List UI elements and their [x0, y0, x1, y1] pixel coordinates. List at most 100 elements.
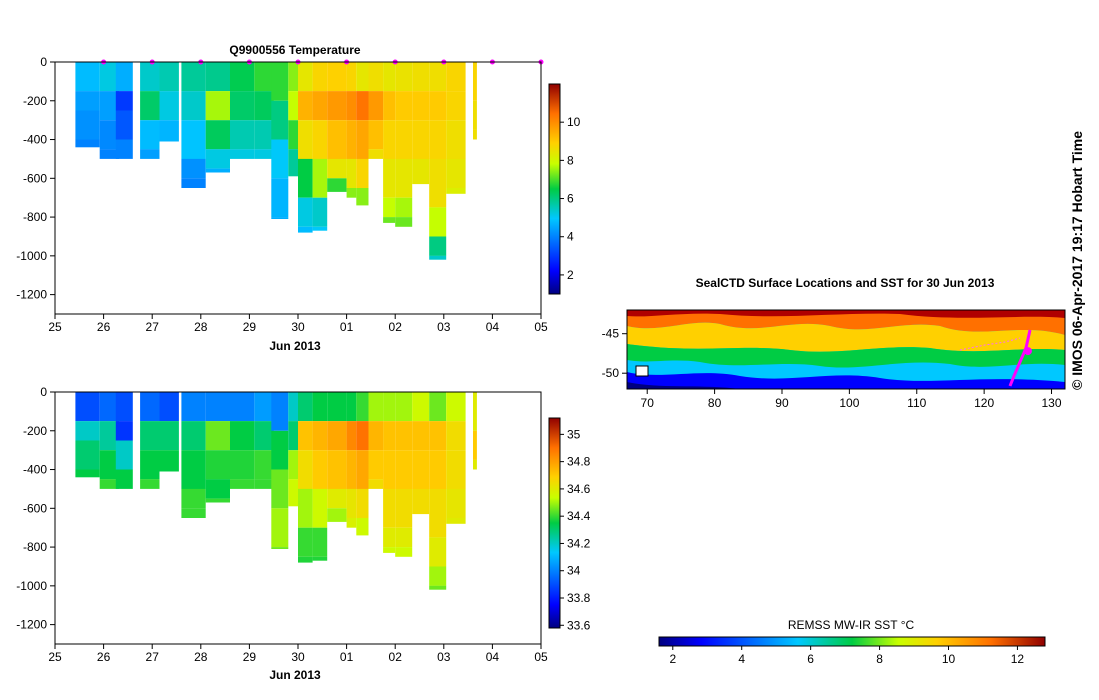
profile-cell: [298, 226, 313, 233]
profile-cell: [429, 421, 447, 451]
profile-cell: [429, 62, 447, 92]
profile-cell: [312, 158, 328, 198]
profile-cell: [159, 450, 179, 472]
x-tick-label: 02: [389, 650, 403, 664]
profile-cell: [356, 120, 369, 159]
profile-cell: [395, 62, 413, 92]
profile-cell: [346, 392, 357, 422]
profile-cell: [446, 392, 466, 422]
colorbar-tick-label: 34.8: [567, 455, 591, 469]
profile-cell: [271, 139, 289, 179]
profile-cell: [327, 421, 347, 451]
profile-cell: [230, 392, 255, 422]
profile-cell: [140, 421, 160, 451]
profile-cell: [288, 479, 298, 507]
profile-cell: [383, 62, 396, 92]
profile-cell: [446, 158, 466, 188]
profile-cell: [254, 479, 274, 489]
colorbar-tick-label: 2: [567, 268, 574, 282]
profile-cell: [115, 110, 133, 140]
profile-cell: [140, 450, 160, 480]
profile-cell: [395, 421, 413, 451]
y-tick-label: -800: [23, 210, 47, 224]
profile-cell: [115, 469, 133, 489]
profile-cell: [99, 421, 120, 451]
profile-cell: [254, 91, 274, 121]
profile-cell: [254, 120, 274, 150]
y-tick-label: -400: [23, 463, 47, 477]
profile-cell: [181, 392, 206, 422]
profile-cell: [312, 120, 328, 159]
x-tick-label: 27: [146, 650, 160, 664]
profile-cell: [327, 91, 347, 121]
profile-cell: [356, 488, 369, 518]
profile-cell: [115, 392, 133, 422]
y-tick-label: -800: [23, 540, 47, 554]
profile-cell: [356, 91, 369, 121]
profile-cell: [254, 149, 274, 159]
profile-cell: [205, 62, 230, 92]
profile-cell: [383, 421, 396, 451]
profile-cell: [205, 168, 230, 173]
profile-cell: [298, 392, 313, 422]
profile-cell: [205, 498, 230, 503]
profile-cell: [288, 421, 298, 451]
profile-cell: [312, 226, 328, 231]
profile-cell: [230, 149, 255, 159]
colorbar-tick-label: 10: [567, 115, 581, 129]
salinity-x-axis: 25 26 27 28 29 30 01 02 03 04 05: [48, 644, 548, 664]
sst-map: [627, 310, 1065, 389]
sst-colorbar-tick-label: 2: [669, 652, 676, 666]
profile-cell: [99, 62, 120, 92]
profile-cell: [75, 62, 100, 92]
profile-cell: [298, 450, 313, 489]
x-tick-label: 03: [437, 320, 451, 334]
salinity-y-axis: 0 -200 -400 -600 -800 -1000 -1200: [16, 385, 55, 632]
profile-cell: [205, 479, 230, 499]
profile-cell: [99, 120, 120, 150]
x-tick-label: 29: [243, 320, 257, 334]
lon-tick-label: 130: [1042, 396, 1062, 410]
profile-cell: [429, 450, 447, 489]
profile-cell: [271, 469, 289, 509]
profile-cell: [205, 392, 230, 422]
profile-cell: [140, 149, 160, 159]
temperature-y-axis: 0 -200 -400 -600 -800 -1000 -1200: [16, 55, 55, 302]
profile-cell: [356, 158, 369, 188]
profile-cell: [446, 120, 466, 159]
profile-cell: [75, 91, 100, 111]
profile-cell: [230, 62, 255, 92]
x-tick-label: 28: [194, 320, 208, 334]
profile-cell: [473, 430, 477, 460]
profile-cell: [395, 217, 413, 227]
profile-cell: [473, 459, 477, 470]
profile-cell: [115, 440, 133, 470]
profile-cell: [395, 547, 413, 557]
profile-cell: [429, 392, 447, 422]
profile-cell: [75, 440, 100, 470]
profile-cell: [429, 91, 447, 121]
profile-cell: [181, 62, 206, 92]
y-tick-label: -200: [23, 424, 47, 438]
profile-cell: [473, 100, 477, 130]
profile-cell: [429, 236, 447, 256]
profile-cell: [368, 421, 384, 451]
profile-cell: [346, 450, 357, 489]
profile-cell: [254, 450, 274, 480]
profile-cell: [75, 421, 100, 441]
profile-cell: [312, 62, 328, 92]
profile-cell: [473, 392, 477, 431]
profile-cell: [288, 91, 298, 121]
profile-cell: [271, 430, 289, 470]
x-tick-label: 03: [437, 650, 451, 664]
profile-cell: [346, 158, 357, 188]
colorbar-tick-label: 8: [567, 153, 574, 167]
profile-cell: [473, 62, 477, 101]
profile-cell: [115, 421, 133, 441]
colorbar-tick-label: 34.2: [567, 536, 591, 550]
profile-cell: [429, 120, 447, 159]
profile-cell: [368, 479, 384, 489]
profile-cell: [429, 158, 447, 208]
profile-cell: [288, 450, 298, 480]
